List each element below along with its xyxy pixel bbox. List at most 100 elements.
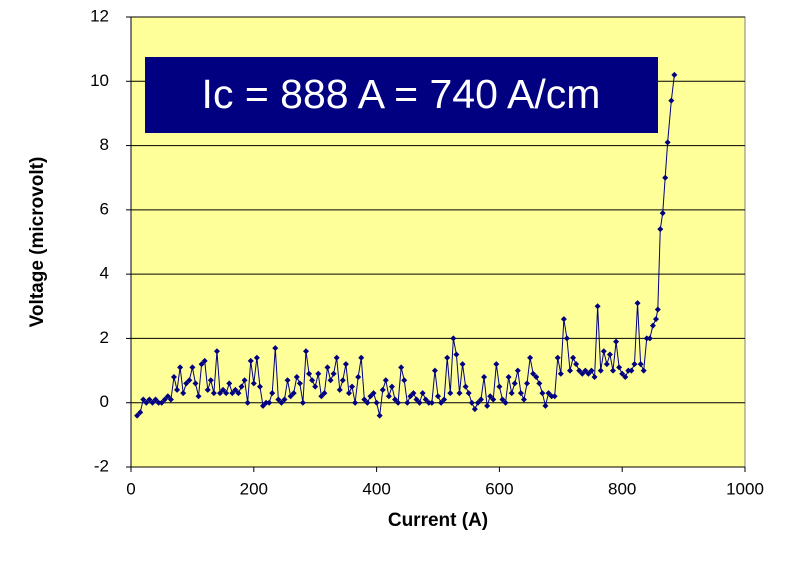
- data-point: [290, 390, 297, 397]
- data-point: [170, 374, 177, 380]
- data-point: [336, 386, 343, 393]
- data-point: [481, 374, 488, 380]
- data-point: [511, 380, 518, 387]
- data-point: [625, 367, 632, 374]
- y-tick-label: 12: [90, 6, 109, 25]
- data-point: [361, 396, 368, 403]
- data-point: [609, 367, 616, 374]
- data-point: [284, 377, 291, 384]
- data-point: [422, 396, 429, 403]
- data-point: [431, 367, 438, 374]
- data-point: [204, 386, 211, 393]
- data-point: [339, 377, 346, 384]
- data-point: [281, 396, 288, 403]
- data-point: [640, 367, 647, 374]
- y-tick-label: 8: [100, 135, 109, 154]
- data-point: [657, 226, 664, 233]
- data-point: [637, 361, 644, 368]
- data-point: [358, 354, 365, 361]
- data-point: [435, 393, 441, 400]
- data-point: [410, 390, 417, 397]
- data-point: [302, 348, 309, 355]
- data-point: [668, 97, 675, 104]
- data-point: [649, 322, 656, 329]
- data-point: [659, 210, 666, 217]
- x-axis-title: Current (A): [388, 510, 488, 531]
- data-point: [395, 399, 402, 406]
- data-point: [560, 316, 567, 323]
- data-point: [226, 380, 233, 387]
- data-point: [266, 399, 273, 406]
- data-point: [530, 370, 537, 377]
- data-point: [490, 396, 497, 403]
- data-point: [619, 370, 626, 377]
- data-point: [155, 399, 162, 406]
- data-point: [223, 390, 230, 397]
- data-point: [312, 383, 319, 390]
- x-tick-label: 0: [126, 479, 135, 498]
- data-point: [253, 354, 260, 361]
- data-point: [459, 361, 466, 368]
- x-tick-label: 600: [485, 479, 513, 498]
- data-point: [263, 399, 270, 406]
- data-point: [404, 399, 411, 406]
- data-point: [272, 345, 279, 352]
- data-point: [563, 335, 570, 342]
- data-point: [235, 390, 242, 397]
- data-point: [570, 354, 577, 361]
- data-point: [183, 380, 190, 387]
- data-point: [177, 364, 184, 371]
- data-point: [517, 390, 524, 397]
- data-point: [388, 383, 395, 390]
- data-point: [287, 393, 294, 400]
- data-point: [603, 361, 610, 368]
- data-point: [594, 303, 601, 310]
- data-point: [299, 399, 306, 406]
- data-point: [137, 409, 144, 416]
- data-point: [192, 380, 199, 387]
- data-point: [349, 383, 356, 390]
- x-tick-label: 800: [608, 479, 636, 498]
- data-point: [164, 393, 171, 400]
- data-point: [508, 390, 515, 397]
- data-point: [256, 383, 263, 390]
- data-point: [536, 380, 543, 387]
- data-point: [444, 354, 451, 361]
- data-point: [269, 390, 276, 397]
- data-point: [398, 364, 405, 371]
- data-point: [333, 354, 340, 361]
- data-point: [579, 370, 586, 377]
- data-point: [220, 386, 227, 393]
- data-point: [321, 390, 328, 397]
- data-point: [456, 390, 463, 397]
- data-point: [542, 402, 549, 409]
- data-point: [505, 374, 512, 380]
- data-point: [352, 399, 359, 406]
- data-point: [484, 402, 491, 409]
- data-point: [613, 338, 620, 345]
- data-point: [161, 396, 168, 403]
- data-point: [345, 390, 352, 397]
- data-point: [502, 399, 509, 406]
- data-point: [385, 393, 392, 400]
- data-point: [229, 390, 236, 397]
- data-point: [213, 348, 220, 355]
- data-point: [189, 364, 196, 371]
- data-point: [174, 386, 181, 393]
- data-point: [554, 354, 561, 361]
- data-point: [260, 402, 267, 409]
- y-tick-label: 2: [100, 328, 109, 347]
- data-point: [576, 367, 583, 374]
- data-point: [477, 396, 484, 403]
- data-point: [622, 374, 629, 380]
- data-point: [407, 393, 414, 400]
- x-tick-label: 200: [240, 479, 268, 498]
- data-point: [373, 399, 380, 406]
- data-point: [278, 399, 285, 406]
- data-point: [152, 396, 159, 403]
- data-point: [496, 383, 503, 390]
- data-point: [146, 396, 153, 403]
- data-point: [250, 380, 257, 387]
- data-point: [327, 377, 334, 384]
